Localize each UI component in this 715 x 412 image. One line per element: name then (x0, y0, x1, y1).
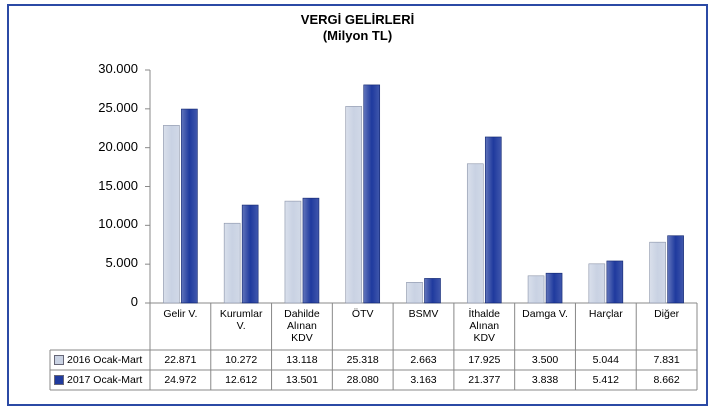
y-tick-label: 30.000 (98, 61, 138, 76)
bar (466, 163, 484, 304)
data-label: 13.501 (285, 374, 318, 386)
legend-label: 2016 Ocak-Mart (67, 354, 143, 366)
bar (406, 282, 423, 304)
bar (545, 272, 563, 304)
y-tick-label: 20.000 (98, 138, 138, 154)
y-tick-label: 25.000 (98, 99, 138, 115)
legend-entry: 2017 Ocak-Mart (54, 374, 142, 386)
legend-swatch (54, 375, 64, 385)
chart-border (7, 4, 708, 406)
data-label: 7.831 (653, 354, 680, 366)
x-tick-label: Gelir V. (163, 308, 198, 320)
bar (223, 222, 241, 304)
x-tick-label: Damga V. (522, 308, 568, 320)
data-label: 21.377 (468, 374, 501, 386)
data-label: 17.925 (468, 354, 501, 366)
bar (363, 84, 381, 304)
data-label: 28.080 (346, 374, 379, 386)
bar (649, 241, 666, 304)
data-label: 3.163 (410, 374, 437, 386)
data-label: 8.662 (653, 374, 680, 386)
x-tick-label: Harçlar (588, 308, 623, 320)
y-tick-label: 15.000 (98, 177, 138, 193)
bar (284, 200, 302, 304)
bar (484, 136, 502, 304)
data-label: 2.663 (410, 354, 437, 366)
bar (667, 235, 684, 304)
data-label: 25.318 (346, 354, 379, 366)
data-label: 5.412 (592, 374, 619, 386)
data-label: 12.612 (225, 374, 258, 386)
chart-title: VERGİ GELİRLERİ (300, 12, 415, 27)
data-label: 24.972 (164, 374, 197, 386)
x-tick-label: Diğer (654, 308, 680, 320)
data-label: 10.272 (225, 354, 258, 366)
x-tick-label: Kurumlar V. (219, 308, 263, 332)
x-tick-label: İthalde Alınan KDV (468, 308, 501, 344)
x-tick-label: Dahilde Alınan KDV (284, 308, 320, 344)
bar (181, 108, 198, 304)
bar (606, 260, 624, 304)
chart-subtitle: (Milyon TL) (322, 28, 393, 43)
data-label: 22.871 (164, 354, 197, 366)
data-label: 3.838 (531, 374, 559, 386)
legend-label: 2017 Ocak-Mart (67, 374, 143, 386)
bar (424, 278, 441, 304)
data-label: 13.118 (286, 354, 318, 366)
bar (241, 204, 259, 304)
x-tick-label: ÖTV (351, 308, 374, 320)
data-label: 5.044 (592, 354, 619, 366)
y-tick-label: 10.000 (98, 216, 138, 232)
legend-swatch (54, 355, 64, 365)
bar (345, 106, 363, 304)
data-label: 3.500 (531, 354, 559, 366)
bar (588, 263, 606, 304)
y-tick-label: 0 (130, 294, 138, 309)
bar (527, 275, 545, 304)
bar (302, 197, 320, 304)
bar (163, 125, 180, 304)
legend-entry: 2016 Ocak-Mart (54, 354, 142, 366)
x-tick-label: BSMV (408, 308, 439, 320)
y-tick-label: 5.000 (105, 255, 138, 271)
